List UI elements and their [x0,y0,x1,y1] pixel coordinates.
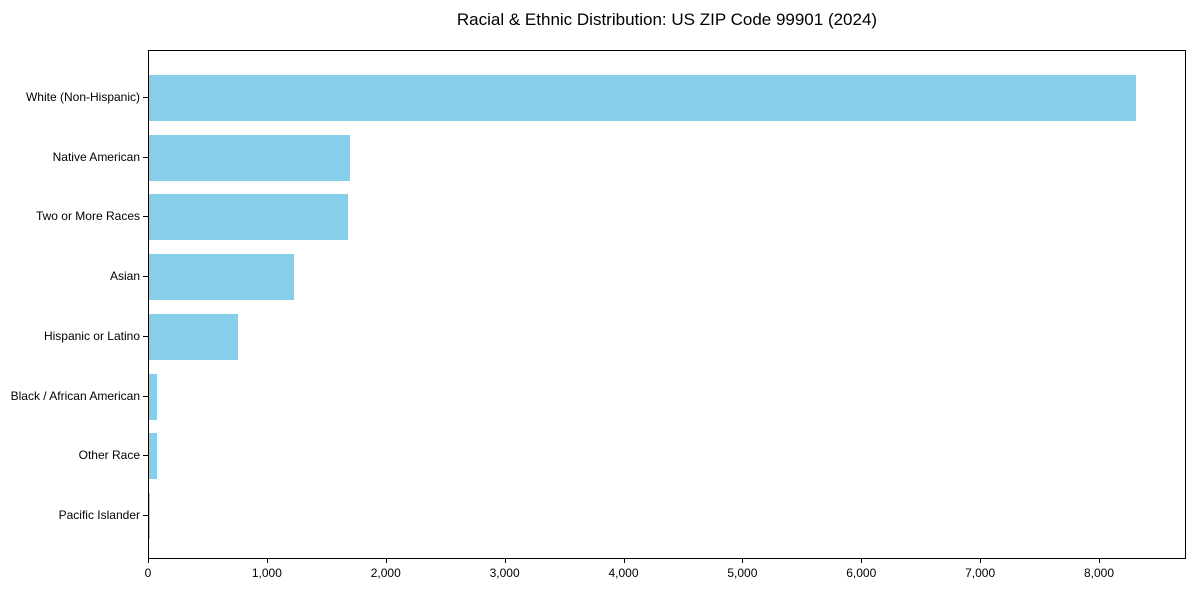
x-tick-label: 0 [144,566,152,580]
y-tick-label: Black / African American [10,388,140,403]
x-tick-label: 4,000 [608,566,639,580]
y-tick-label: Two or More Races [35,209,140,224]
x-tick-label: 3,000 [489,566,520,580]
y-tick-label: White (Non-Hispanic) [25,90,140,104]
bar [149,433,158,480]
x-tick-label: 1,000 [251,566,282,580]
y-tick-mark [143,216,148,218]
x-tick-mark [385,559,387,563]
bar [149,373,158,420]
y-tick-mark [143,276,148,278]
y-tick-mark [143,455,148,457]
y-tick-label: Native American [52,149,140,164]
bar [149,313,239,360]
chart-title: Racial & Ethnic Distribution: US ZIP Cod… [456,10,878,29]
y-tick-mark [143,156,148,158]
bar [149,492,151,539]
y-tick-mark [143,97,148,98]
x-tick-mark [861,559,863,563]
x-tick-mark [623,559,625,563]
x-tick-label: 7,000 [965,566,996,580]
y-tick-label: Hispanic or Latino [43,328,140,343]
x-tick-mark [266,559,268,563]
x-tick-mark [742,559,744,563]
x-tick-label: 8,000 [1083,566,1115,580]
y-tick-mark [143,335,148,337]
bar [149,194,348,241]
bar [149,254,295,301]
x-tick-label: 6,000 [846,566,877,580]
plot-area [148,50,1186,559]
y-tick-label: Asian [109,269,140,284]
y-tick-label: Other Race [78,448,140,463]
x-tick-label: 5,000 [727,566,758,580]
y-tick-mark [143,395,148,397]
x-tick-mark [980,559,982,563]
bar [149,75,1136,121]
bar [149,134,350,181]
x-tick-label: 2,000 [370,566,401,580]
x-tick-mark [504,559,506,563]
y-tick-label: Pacific Islander [58,507,140,522]
x-tick-mark [1099,559,1100,563]
x-tick-mark [148,559,149,563]
y-tick-mark [143,514,148,516]
